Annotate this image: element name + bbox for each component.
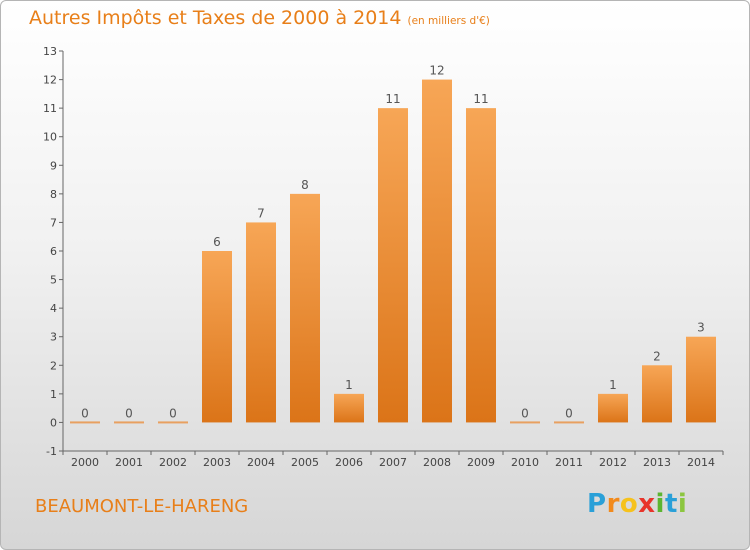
x-tick-label: 2013 [643,456,671,469]
chart-title-block: Autres Impôts et Taxes de 2000 à 2014 (en… [29,7,490,29]
y-tick-label: 11 [43,102,57,115]
data-label-2003: 6 [213,235,221,249]
bar-2005 [290,193,320,423]
x-tick-label: 2010 [511,456,539,469]
chart-unit-label: (en milliers d'€) [407,15,490,27]
bar-2008 [422,79,452,423]
y-tick-label: 10 [43,131,57,144]
bar-2009 [466,108,496,423]
y-tick-label: 0 [50,416,57,429]
data-label-2002: 0 [169,406,177,420]
x-tick-label: 2004 [247,456,275,469]
x-tick-label: 2009 [467,456,495,469]
data-label-2013: 2 [653,349,661,363]
y-tick-label: 6 [50,245,57,258]
logo-letter: P [587,489,607,519]
x-tick-label: 2008 [423,456,451,469]
data-label-2009: 11 [473,92,488,106]
y-tick-label: -1 [46,445,57,458]
logo-letter: r [606,489,620,519]
bar-2006 [334,393,364,423]
data-label-2007: 11 [385,92,400,106]
x-tick-label: 2001 [115,456,143,469]
y-tick-label: 7 [50,216,57,229]
logo-letter: t [664,489,678,519]
y-tick-label: 9 [50,159,57,172]
data-label-2004: 7 [257,206,265,220]
logo-letter: x [638,489,656,519]
y-tick-label: 4 [50,302,57,315]
data-label-2014: 3 [697,321,705,335]
bar-2000 [70,421,100,424]
bar-2013 [642,365,672,423]
bar-2012 [598,393,628,423]
y-tick-label: 12 [43,74,57,87]
data-label-2006: 1 [345,378,353,392]
x-tick-label: 2000 [71,456,99,469]
data-label-2005: 8 [301,178,309,192]
x-tick-label: 2002 [159,456,187,469]
y-tick-label: 3 [50,331,57,344]
data-label-2012: 1 [609,378,617,392]
bar-2014 [686,336,716,423]
x-tick-label: 2011 [555,456,583,469]
chart-bars [70,79,716,424]
x-tick-label: 2014 [687,456,715,469]
x-tick-label: 2003 [203,456,231,469]
y-tick-label: 2 [50,359,57,372]
y-tick-label: 8 [50,188,57,201]
chart-title: Autres Impôts et Taxes de 2000 à 2014 [29,7,402,29]
bar-2007 [378,108,408,423]
x-tick-label: 2007 [379,456,407,469]
x-tick-label: 2005 [291,456,319,469]
proxiti-logo: Proxiti [587,489,687,519]
y-tick-label: 13 [43,45,57,58]
commune-name: BEAUMONT-LE-HARENG [35,496,249,517]
data-label-2010: 0 [521,406,529,420]
data-label-2008: 12 [429,64,444,78]
x-tick-label: 2006 [335,456,363,469]
logo-letter: o [619,489,639,519]
data-label-2001: 0 [125,406,133,420]
logo-letter: i [655,489,665,519]
bar-2001 [114,421,144,424]
data-label-2000: 0 [81,406,89,420]
bar-2010 [510,421,540,424]
x-tick-label: 2012 [599,456,627,469]
bar-2011 [554,421,584,424]
y-tick-label: 5 [50,274,57,287]
data-label-2011: 0 [565,406,573,420]
y-tick-label: 1 [50,388,57,401]
logo-letter: i [677,489,688,519]
bar-2004 [246,222,276,423]
bar-2002 [158,421,188,424]
bar-2003 [202,251,232,423]
